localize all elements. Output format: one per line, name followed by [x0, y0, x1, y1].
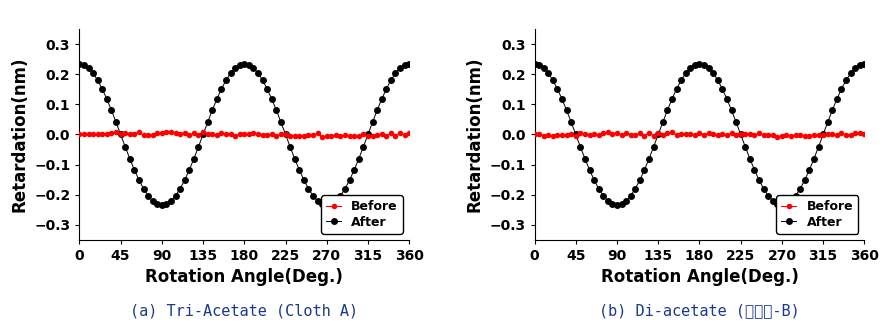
Line: Before: Before — [77, 129, 412, 139]
After — [809, 157, 819, 161]
Before — [529, 132, 540, 136]
After — [529, 62, 540, 66]
After — [602, 199, 613, 203]
After — [377, 97, 387, 101]
After — [859, 62, 870, 66]
Line: Before: Before — [532, 129, 867, 140]
Before — [243, 132, 254, 136]
Before — [166, 130, 176, 134]
After — [189, 157, 199, 161]
After — [818, 133, 828, 136]
Before — [74, 132, 85, 136]
After — [699, 63, 709, 67]
Text: (b) Di-acetate (러빙포-B): (b) Di-acetate (러빙포-B) — [599, 304, 800, 318]
Before — [607, 133, 617, 136]
After — [156, 203, 167, 207]
After — [832, 97, 842, 101]
After — [354, 157, 364, 161]
Before — [699, 133, 709, 137]
After — [644, 157, 654, 161]
Before — [772, 135, 782, 139]
Y-axis label: Retardation(nm): Retardation(nm) — [466, 57, 483, 212]
X-axis label: Rotation Angle(Deg.): Rotation Angle(Deg.) — [146, 268, 343, 286]
Legend: Before, After: Before, After — [776, 195, 858, 234]
Before — [381, 134, 392, 138]
Before — [317, 135, 327, 139]
Before — [859, 132, 870, 136]
After — [363, 133, 373, 136]
Y-axis label: Retardation(nm): Retardation(nm) — [11, 57, 28, 212]
Legend: Before, After: Before, After — [321, 195, 403, 234]
After — [74, 62, 85, 66]
Before — [147, 133, 158, 137]
After — [147, 199, 158, 203]
Before — [404, 131, 415, 135]
Before — [367, 134, 377, 138]
After — [404, 62, 415, 66]
Before — [813, 133, 824, 137]
Line: After: After — [531, 60, 868, 209]
Before — [822, 133, 833, 136]
After — [612, 203, 623, 207]
Before — [189, 132, 199, 135]
Before — [602, 130, 613, 134]
X-axis label: Rotation Angle(Deg.): Rotation Angle(Deg.) — [601, 268, 798, 286]
Before — [358, 133, 369, 136]
Before — [644, 131, 654, 135]
Before — [836, 132, 847, 135]
Text: (a) Tri-Acetate (Cloth A): (a) Tri-Acetate (Cloth A) — [131, 304, 358, 318]
After — [243, 63, 254, 67]
Line: After: After — [76, 60, 413, 209]
